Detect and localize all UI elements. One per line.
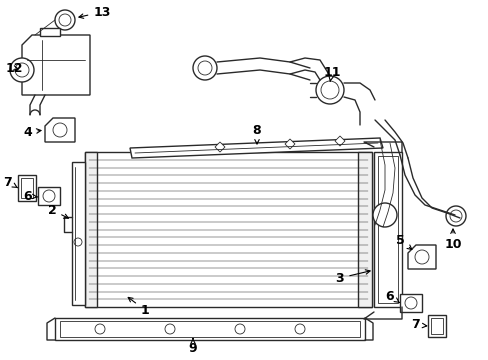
Text: 2: 2 bbox=[47, 203, 68, 218]
Circle shape bbox=[164, 324, 175, 334]
Circle shape bbox=[414, 250, 428, 264]
Text: 1: 1 bbox=[128, 297, 149, 316]
Bar bbox=[85, 152, 97, 307]
Polygon shape bbox=[45, 118, 75, 142]
Circle shape bbox=[15, 63, 29, 77]
Circle shape bbox=[43, 190, 55, 202]
Bar bbox=[40, 28, 60, 36]
Text: 5: 5 bbox=[395, 234, 411, 249]
Bar bbox=[399, 294, 421, 312]
Text: 7: 7 bbox=[411, 319, 426, 332]
Bar bbox=[85, 152, 371, 307]
Circle shape bbox=[10, 58, 34, 82]
Circle shape bbox=[315, 76, 343, 104]
Circle shape bbox=[74, 238, 82, 246]
Bar bbox=[357, 152, 371, 307]
Bar bbox=[377, 156, 397, 303]
Polygon shape bbox=[285, 139, 294, 149]
Polygon shape bbox=[334, 136, 345, 146]
Polygon shape bbox=[22, 35, 90, 95]
Circle shape bbox=[235, 324, 244, 334]
Text: 13: 13 bbox=[79, 5, 110, 18]
Circle shape bbox=[53, 123, 67, 137]
Circle shape bbox=[95, 324, 105, 334]
Text: 11: 11 bbox=[323, 66, 340, 81]
Circle shape bbox=[294, 324, 305, 334]
Circle shape bbox=[449, 210, 461, 222]
Circle shape bbox=[198, 61, 212, 75]
Circle shape bbox=[320, 81, 338, 99]
Circle shape bbox=[55, 10, 75, 30]
Text: 6: 6 bbox=[385, 289, 399, 303]
Bar bbox=[18, 175, 36, 201]
Bar bbox=[72, 162, 85, 305]
Bar bbox=[21, 178, 33, 198]
Circle shape bbox=[193, 56, 217, 80]
Circle shape bbox=[404, 297, 416, 309]
Bar bbox=[60, 321, 359, 337]
Text: 4: 4 bbox=[23, 126, 41, 139]
Bar bbox=[373, 152, 401, 307]
Circle shape bbox=[445, 206, 465, 226]
Text: 9: 9 bbox=[188, 339, 197, 355]
Circle shape bbox=[372, 203, 396, 227]
Text: 7: 7 bbox=[3, 175, 18, 189]
Bar bbox=[55, 318, 364, 340]
Bar bbox=[430, 318, 442, 334]
Text: 8: 8 bbox=[252, 123, 261, 144]
Text: 6: 6 bbox=[23, 189, 38, 202]
Polygon shape bbox=[407, 245, 435, 269]
Bar bbox=[427, 315, 445, 337]
Circle shape bbox=[59, 14, 71, 26]
Text: 12: 12 bbox=[5, 62, 23, 75]
Polygon shape bbox=[130, 138, 382, 158]
Bar bbox=[38, 187, 60, 205]
Text: 3: 3 bbox=[335, 270, 369, 284]
Text: 10: 10 bbox=[443, 229, 461, 252]
Polygon shape bbox=[215, 142, 224, 152]
